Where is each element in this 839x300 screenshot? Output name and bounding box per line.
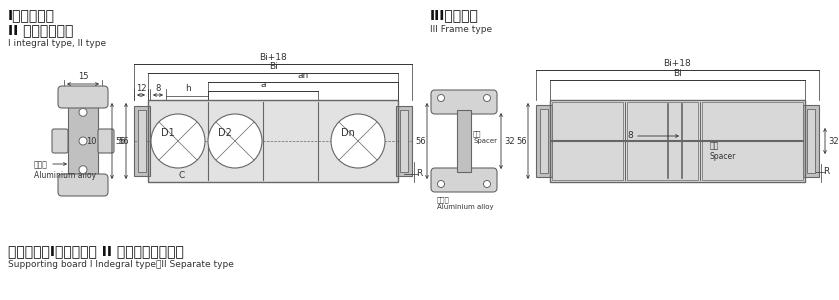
Text: Bi: Bi (673, 69, 682, 78)
Circle shape (483, 181, 491, 188)
Text: 56: 56 (415, 136, 425, 146)
FancyBboxPatch shape (52, 129, 68, 153)
Text: 铝合金
Aluminium alloy: 铝合金 Aluminium alloy (34, 160, 96, 180)
Circle shape (79, 108, 87, 116)
Bar (138, 110, 146, 172)
Bar (552, 102, 623, 180)
Text: D2: D2 (218, 128, 232, 138)
Circle shape (483, 94, 491, 101)
Text: 56: 56 (516, 136, 527, 146)
Text: R: R (416, 169, 422, 178)
Bar (540, 109, 548, 173)
Text: 32: 32 (504, 136, 514, 146)
Text: III型框架式: III型框架式 (430, 8, 479, 22)
Bar (134, 106, 150, 176)
Circle shape (79, 137, 87, 145)
Text: 56: 56 (115, 136, 126, 146)
FancyBboxPatch shape (58, 174, 108, 196)
Text: 8: 8 (628, 131, 633, 140)
Text: 隔条
Spacer: 隔条 Spacer (710, 141, 737, 161)
Circle shape (437, 181, 445, 188)
Text: C: C (179, 171, 185, 180)
Text: an: an (297, 71, 309, 80)
Text: I型整体式、: I型整体式、 (8, 8, 55, 22)
Circle shape (151, 114, 205, 168)
Text: Supporting board I Indegral type，II Separate type: Supporting board I Indegral type，II Sepa… (8, 260, 234, 269)
FancyBboxPatch shape (431, 90, 497, 114)
Circle shape (208, 114, 262, 168)
Circle shape (79, 166, 87, 174)
Text: h: h (185, 84, 191, 93)
Text: Bi+18: Bi+18 (259, 53, 287, 62)
Text: 15: 15 (78, 72, 88, 81)
Text: II 型上下分开式: II 型上下分开式 (8, 23, 73, 37)
Text: 10: 10 (86, 136, 96, 146)
Text: 隔条
Spacer: 隔条 Spacer (473, 130, 497, 144)
Circle shape (331, 114, 385, 168)
Text: 56: 56 (118, 136, 128, 146)
Text: D1: D1 (161, 128, 175, 138)
Bar (396, 106, 412, 176)
Text: 8: 8 (155, 84, 161, 93)
Text: 12: 12 (136, 84, 146, 93)
Text: Dn: Dn (341, 128, 355, 138)
Text: Bi: Bi (268, 62, 278, 71)
Bar (803, 105, 819, 177)
Bar (550, 100, 805, 182)
Bar (148, 100, 398, 182)
Text: 拖链支撑板I型整体式、 II 型上下分开式开孔: 拖链支撑板I型整体式、 II 型上下分开式开孔 (8, 244, 184, 258)
Text: R: R (823, 167, 829, 176)
Bar (702, 102, 803, 180)
Text: a: a (260, 80, 266, 89)
Bar (148, 100, 398, 182)
Bar (457, 110, 471, 172)
Text: Bi+18: Bi+18 (664, 59, 691, 68)
Bar (627, 102, 698, 180)
FancyBboxPatch shape (98, 129, 114, 153)
FancyBboxPatch shape (431, 168, 497, 192)
Bar (536, 105, 552, 177)
Bar (550, 100, 805, 182)
Bar (68, 100, 98, 182)
Text: III Frame type: III Frame type (430, 25, 492, 34)
Bar (400, 110, 408, 172)
Text: 32: 32 (828, 136, 839, 146)
Text: 铝合金
Aluminium alloy: 铝合金 Aluminium alloy (437, 196, 493, 210)
Circle shape (437, 94, 445, 101)
FancyBboxPatch shape (58, 86, 108, 108)
Bar (807, 109, 815, 173)
Text: I integral type, II type: I integral type, II type (8, 39, 106, 48)
